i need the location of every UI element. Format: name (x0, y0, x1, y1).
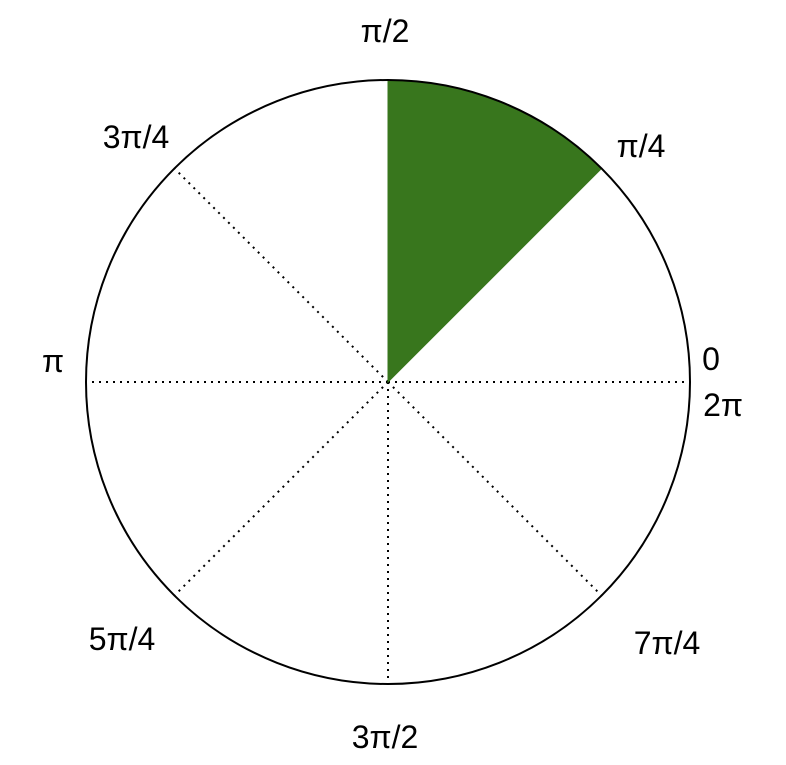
label-pi-over-2: π/2 (361, 13, 410, 49)
angle-divider-lines (87, 168, 690, 684)
divider-line-7pi-4 (387, 381, 602, 596)
label-3pi-over-2: 3π/2 (352, 719, 419, 755)
highlighted-sector (387, 79, 603, 384)
label-7pi-over-4: 7π/4 (634, 625, 701, 661)
label-2pi: 2π (703, 387, 743, 423)
label-pi: π (42, 343, 64, 379)
label-3pi-over-4: 3π/4 (103, 119, 170, 155)
divider-line-5pi-4 (174, 381, 389, 596)
divider-line-3pi-4 (174, 168, 389, 383)
label-pi-over-4: π/4 (617, 128, 666, 164)
label-zero: 0 (702, 341, 720, 377)
label-5pi-over-4: 5π/4 (89, 621, 156, 657)
unit-circle (85, 79, 691, 685)
